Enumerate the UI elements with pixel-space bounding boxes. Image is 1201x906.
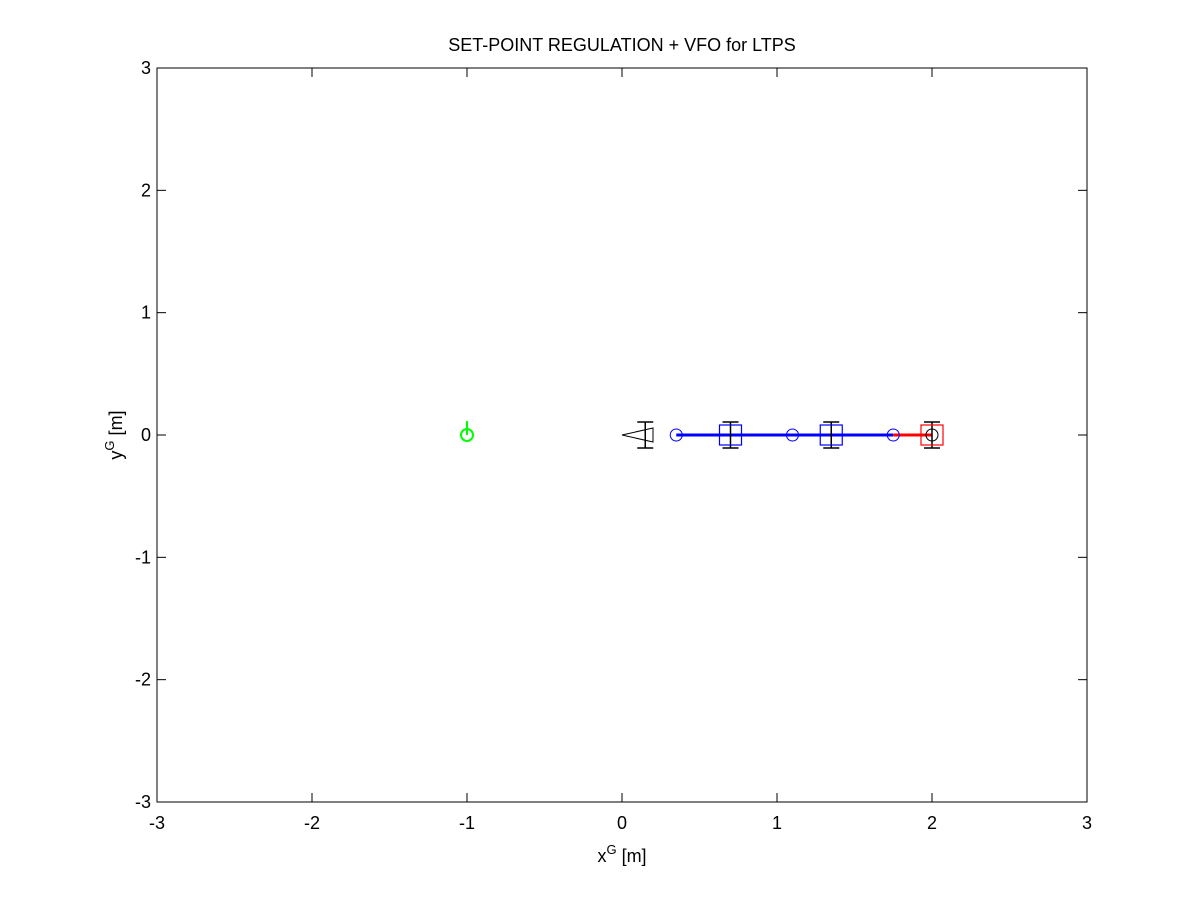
y-tick-label: 1 (141, 303, 151, 323)
y-tick-label: -2 (135, 670, 151, 690)
marker-square (920, 424, 944, 446)
y-tick-label: -3 (135, 792, 151, 812)
marker-circle (786, 428, 799, 442)
marker-circle (925, 428, 939, 442)
marker-axle (637, 421, 654, 449)
y-label-suffix: [m] (106, 410, 126, 435)
y-tick-label: 0 (141, 425, 151, 445)
marker-axle (823, 421, 840, 449)
x-label-base: x (597, 846, 606, 866)
marker-circle (669, 428, 683, 442)
marker-axle (722, 421, 739, 449)
x-label-suffix: [m] (622, 846, 647, 866)
x-label-sup: G (606, 842, 616, 857)
marker-circle (886, 428, 900, 442)
x-tick-label: 3 (1082, 813, 1092, 833)
y-tick-label: -1 (135, 547, 151, 567)
x-tick-label: -3 (149, 813, 165, 833)
marker-square (718, 424, 743, 446)
y-tick-label: 3 (141, 58, 151, 78)
y-label-base: y (106, 451, 126, 460)
marker-axle (924, 421, 940, 449)
x-tick-label: -2 (304, 813, 320, 833)
x-tick-label: 0 (617, 813, 627, 833)
x-axis-label: xG [m] (597, 842, 646, 866)
y-label-sup: G (102, 440, 117, 450)
marker-tractor (621, 427, 654, 443)
marker-square (819, 424, 843, 446)
y-tick-label: 2 (141, 180, 151, 200)
marker-circle-heading (460, 421, 475, 442)
x-tick-label: 2 (927, 813, 937, 833)
x-tick-label: 1 (772, 813, 782, 833)
x-tick-label: -1 (459, 813, 475, 833)
chart-title: SET-POINT REGULATION + VFO for LTPS (448, 35, 796, 55)
y-axis-label: yG [m] (102, 410, 126, 459)
